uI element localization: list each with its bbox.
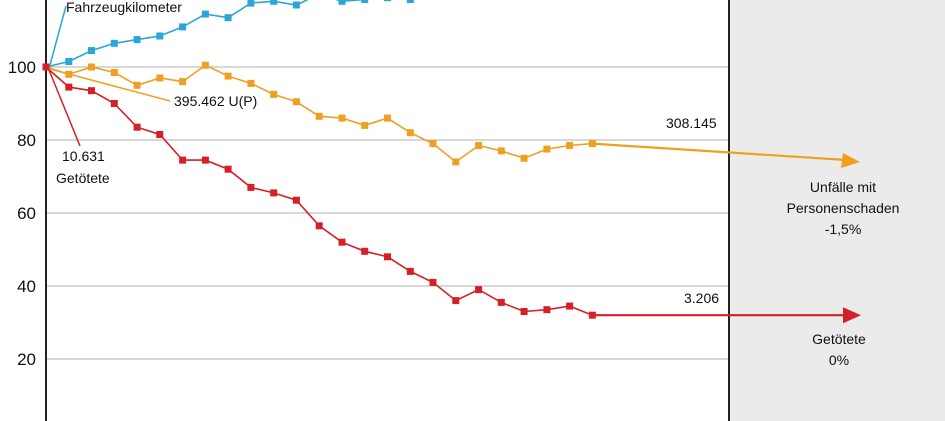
- point-getoetete-22: [543, 306, 551, 314]
- series-km: [42, 0, 414, 71]
- label-fahrzeugkilometer: Fahrzeugkilometer: [66, 0, 182, 15]
- series-up: [42, 61, 596, 166]
- point-getoetete-13: [338, 238, 346, 246]
- point-km-1: [65, 58, 73, 65]
- point-getoetete-12: [315, 222, 323, 230]
- series-line-km: [45, 0, 412, 68]
- point-getoetete-16: [406, 267, 414, 275]
- y-tick-100: 100: [8, 58, 36, 77]
- point-km-2: [88, 47, 95, 55]
- point-km-8: [224, 14, 232, 22]
- point-getoetete-17: [429, 278, 437, 286]
- point-up-8: [224, 72, 232, 80]
- forecast-up-line2: Personenschaden: [787, 200, 900, 216]
- point-up-14: [361, 121, 369, 129]
- point-km-10: [270, 0, 278, 5]
- point-up-23: [566, 142, 574, 149]
- point-up-6: [179, 78, 187, 86]
- point-km-7: [201, 10, 209, 18]
- y-tick-120: 120: [8, 0, 36, 4]
- forecast-getoetete-line2: 0%: [829, 352, 849, 368]
- point-up-20: [497, 147, 505, 155]
- forecast-arrow-up-line: [592, 142, 847, 162]
- point-getoetete-2: [88, 87, 95, 95]
- point-getoetete-5: [156, 131, 164, 138]
- point-up-3: [110, 69, 118, 76]
- point-getoetete-6: [179, 156, 187, 164]
- point-getoetete-10: [270, 189, 278, 197]
- leader-up: [49, 68, 171, 102]
- point-up-7: [201, 61, 209, 69]
- forecast-getoetete-line1: Getötete: [812, 331, 866, 347]
- point-getoetete-9: [247, 183, 255, 191]
- point-up-19: [475, 142, 483, 149]
- point-up-12: [315, 112, 323, 120]
- label-up-end-value: 308.145: [666, 115, 717, 131]
- forecast-up-line3: -1,5%: [825, 221, 862, 237]
- label-getoetete-name: Getötete: [56, 170, 110, 186]
- point-up-4: [133, 81, 141, 89]
- point-getoetete-18: [452, 297, 460, 305]
- series-line-getoetete: [45, 66, 593, 316]
- leader-fahrzeugkilometer: [49, 5, 67, 66]
- gridlines: [46, 66, 729, 360]
- forecast-arrow-up-head: [841, 153, 860, 168]
- forecast-arrow-getoetete-head: [843, 307, 861, 324]
- point-up-22: [543, 145, 551, 153]
- point-getoetete-11: [292, 196, 300, 204]
- point-km-15: [384, 0, 391, 2]
- point-getoetete-0: [42, 63, 50, 71]
- y-tick-40: 40: [17, 277, 36, 296]
- point-up-5: [156, 74, 164, 82]
- point-getoetete-4: [133, 123, 141, 131]
- series-lines: [42, 0, 596, 319]
- point-up-10: [270, 90, 278, 98]
- y-tick-20: 20: [17, 350, 36, 369]
- point-km-5: [156, 32, 164, 40]
- point-km-11: [292, 1, 300, 9]
- point-getoetete-20: [497, 298, 505, 306]
- point-getoetete-3: [110, 100, 118, 107]
- forecast-up-line1: Unfälle mit: [810, 179, 876, 195]
- point-km-16: [406, 0, 414, 3]
- point-up-18: [452, 158, 460, 166]
- point-getoetete-8: [224, 165, 232, 173]
- point-getoetete-14: [361, 247, 369, 255]
- forecast-area: [729, 0, 945, 421]
- point-km-14: [361, 0, 369, 3]
- y-tick-labels: 20 40 60 80 100 120: [8, 0, 36, 369]
- point-up-11: [292, 98, 300, 106]
- point-up-13: [338, 114, 346, 122]
- point-km-13: [338, 0, 346, 5]
- point-getoetete-21: [520, 308, 528, 315]
- label-getoetete-end-value: 3.206: [684, 290, 719, 306]
- point-getoetete-19: [475, 286, 483, 294]
- point-getoetete-1: [65, 83, 73, 91]
- y-tick-80: 80: [17, 131, 36, 150]
- point-km-6: [179, 23, 187, 31]
- point-km-9: [247, 0, 255, 7]
- point-getoetete-7: [201, 156, 209, 164]
- point-km-4: [133, 36, 141, 44]
- point-up-17: [429, 140, 437, 148]
- point-km-3: [110, 39, 118, 47]
- point-up-9: [247, 79, 255, 87]
- label-getoetete-value: 10.631: [62, 148, 105, 164]
- y-tick-60: 60: [17, 204, 36, 223]
- leader-getoetete: [48, 69, 81, 147]
- point-up-16: [406, 129, 414, 137]
- point-up-21: [520, 154, 528, 162]
- point-up-15: [384, 114, 391, 122]
- point-getoetete-15: [384, 253, 391, 261]
- label-up: 395.462 U(P): [174, 93, 257, 109]
- point-up-2: [88, 63, 95, 71]
- forecast-arrows: [592, 142, 861, 324]
- leader-lines: [48, 5, 171, 147]
- point-up-24: [588, 140, 596, 148]
- series-getoetete: [42, 63, 596, 319]
- point-getoetete-23: [566, 302, 574, 310]
